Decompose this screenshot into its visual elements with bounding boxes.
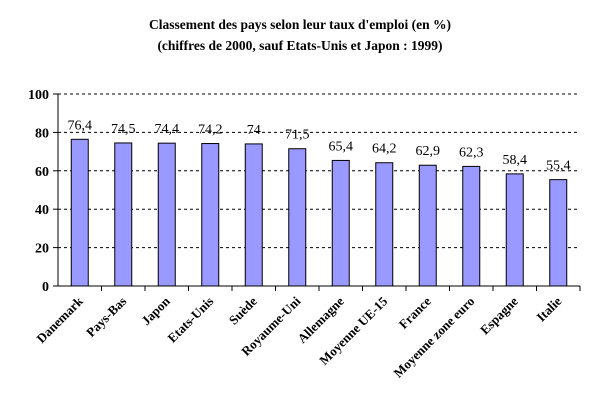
- data-label: 74,4: [155, 122, 180, 137]
- data-label: 55,4: [546, 159, 571, 174]
- bar: [70, 138, 89, 287]
- data-label: 74,2: [198, 123, 223, 138]
- data-label: 62,3: [459, 145, 484, 160]
- bar: [201, 143, 220, 287]
- bar: [331, 159, 350, 287]
- bar: [549, 179, 568, 287]
- data-label: 64,2: [372, 142, 397, 157]
- bar: [505, 173, 524, 287]
- data-label: 58,4: [503, 153, 528, 168]
- data-label: 76,4: [68, 118, 93, 133]
- bar: [462, 165, 481, 287]
- x-tick-label: Suède: [226, 293, 260, 327]
- y-tick-label: 100: [28, 88, 49, 103]
- x-tick-label: Japon: [138, 293, 173, 328]
- x-tick-label: France: [396, 293, 434, 331]
- x-tick-label: Moyenne zone euro: [390, 294, 477, 381]
- bar: [114, 142, 133, 287]
- y-tick-label: 80: [35, 126, 49, 141]
- data-label: 65,4: [329, 139, 354, 154]
- data-label: 74,5: [111, 122, 136, 137]
- bar: [418, 164, 437, 287]
- chart-title: Classement des pays selon leur taux d'em…: [148, 17, 451, 32]
- x-tick-label: Danemark: [33, 293, 86, 346]
- bar: [244, 143, 263, 287]
- x-tick-label: Etats-Unis: [164, 294, 216, 346]
- bar: [157, 142, 176, 287]
- x-tick-label: Italie: [533, 293, 564, 324]
- bar: [375, 162, 394, 287]
- x-tick-label: Espagne: [477, 293, 521, 337]
- data-label: 74: [247, 123, 261, 138]
- y-tick-label: 0: [42, 280, 49, 295]
- x-tick-label: Pays-Bas: [83, 294, 129, 340]
- y-tick-label: 40: [35, 203, 49, 218]
- chart-subtitle: (chiffres de 2000, sauf Etats-Unis et Ja…: [157, 38, 443, 53]
- data-label: 71,5: [285, 128, 310, 143]
- y-tick-label: 60: [35, 165, 49, 180]
- data-label: 62,9: [416, 144, 441, 159]
- bar: [288, 148, 307, 287]
- y-tick-label: 20: [35, 242, 49, 257]
